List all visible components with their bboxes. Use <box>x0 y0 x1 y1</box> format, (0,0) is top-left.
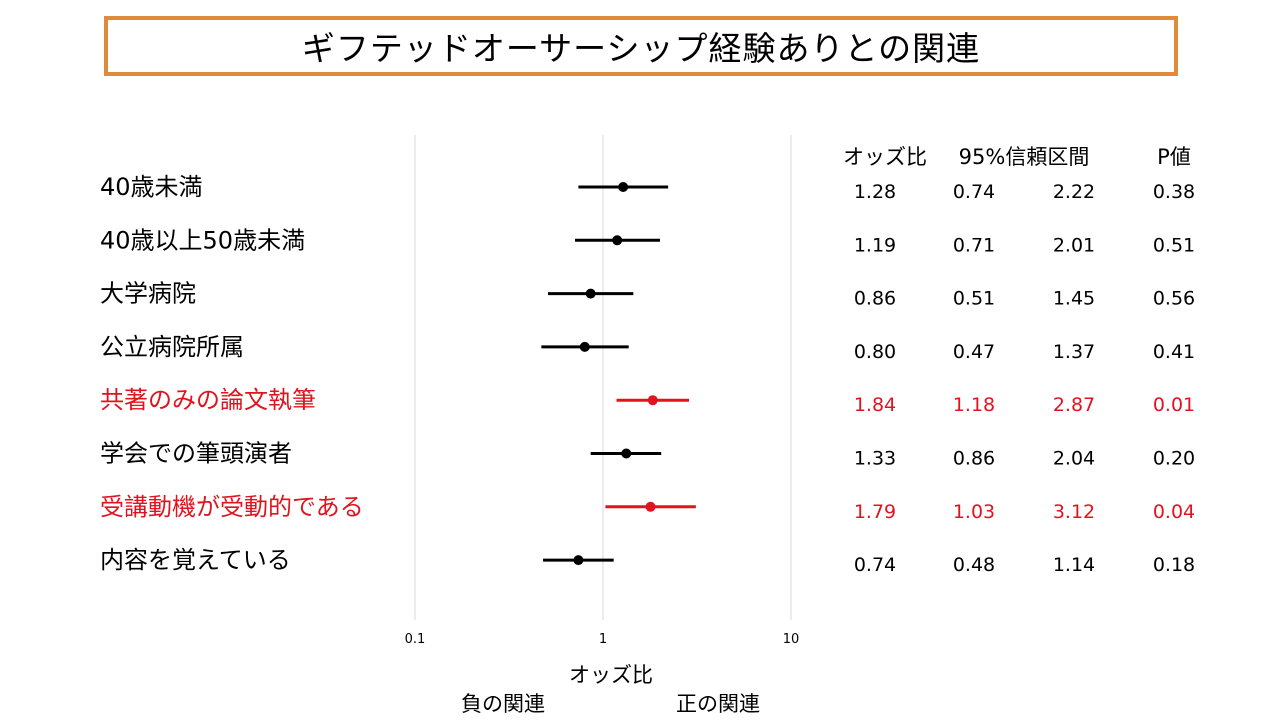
point-estimate <box>645 501 656 512</box>
row-label: 大学病院 <box>100 280 196 308</box>
odds-ratio-value: 1.84 <box>854 394 896 416</box>
point-estimate <box>573 555 584 566</box>
odds-ratio-value: 1.19 <box>854 234 896 256</box>
point-estimate <box>647 395 658 406</box>
chart-title: ギフテッドオーサーシップ経験ありとの関連 <box>104 16 1178 76</box>
point-estimate <box>621 448 632 459</box>
odds-ratio-value: 1.79 <box>854 501 896 523</box>
row-label: 共著のみの論文執筆 <box>100 386 316 414</box>
point-estimate <box>618 182 629 192</box>
negative-association-label: 負の関連 <box>461 692 545 716</box>
positive-association-label: 正の関連 <box>676 692 760 716</box>
x-axis-title: オッズ比 <box>569 663 653 687</box>
point-estimate <box>579 341 590 352</box>
ci-lower-value: 0.51 <box>953 288 995 310</box>
p-value: 0.51 <box>1153 234 1195 256</box>
ci-upper-value: 2.04 <box>1053 448 1095 470</box>
ci-lower-value: 0.71 <box>953 234 995 256</box>
p-value: 0.56 <box>1153 288 1195 310</box>
p-value: 0.38 <box>1153 181 1195 203</box>
odds-ratio-value: 0.86 <box>854 288 896 310</box>
ci-lower-value: 0.47 <box>953 341 995 363</box>
row-label: 受講動機が受動的である <box>100 493 364 521</box>
ci-lower-value: 1.18 <box>953 394 995 416</box>
ci-upper-value: 3.12 <box>1053 501 1095 523</box>
header-p-value: P値 <box>1157 145 1191 169</box>
header-odds-ratio: オッズ比 <box>843 145 927 169</box>
odds-ratio-value: 1.28 <box>854 181 896 203</box>
point-estimate <box>585 288 596 299</box>
p-value: 0.41 <box>1153 341 1195 363</box>
ci-lower-value: 0.86 <box>953 448 995 470</box>
row-label: 学会での筆頭演者 <box>100 440 292 468</box>
x-tick-label: 1 <box>599 632 607 647</box>
ci-upper-value: 1.37 <box>1053 341 1095 363</box>
ci-lower-value: 0.48 <box>953 554 995 576</box>
ci-upper-value: 1.45 <box>1053 288 1095 310</box>
ci-upper-value: 2.87 <box>1053 394 1095 416</box>
p-value: 0.04 <box>1153 501 1195 523</box>
row-label: 40歳未満 <box>100 173 203 201</box>
point-estimate <box>612 235 623 246</box>
p-value: 0.18 <box>1153 554 1195 576</box>
x-tick-label: 0.1 <box>405 632 426 647</box>
p-value: 0.20 <box>1153 448 1195 470</box>
ci-upper-value: 1.14 <box>1053 554 1095 576</box>
odds-ratio-value: 0.80 <box>854 341 896 363</box>
ci-lower-value: 1.03 <box>953 501 995 523</box>
p-value: 0.01 <box>1153 394 1195 416</box>
row-label: 40歳以上50歳未満 <box>100 226 305 254</box>
ci-lower-value: 0.74 <box>953 181 995 203</box>
ci-upper-value: 2.22 <box>1053 181 1095 203</box>
ci-upper-value: 2.01 <box>1053 234 1095 256</box>
odds-ratio-value: 1.33 <box>854 448 896 470</box>
row-label: 公立病院所属 <box>100 333 244 361</box>
x-tick-label: 10 <box>783 632 800 647</box>
header-confidence-interval: 95%信頼区間 <box>959 145 1090 169</box>
row-label: 内容を覚えている <box>100 546 291 574</box>
odds-ratio-value: 0.74 <box>854 554 896 576</box>
